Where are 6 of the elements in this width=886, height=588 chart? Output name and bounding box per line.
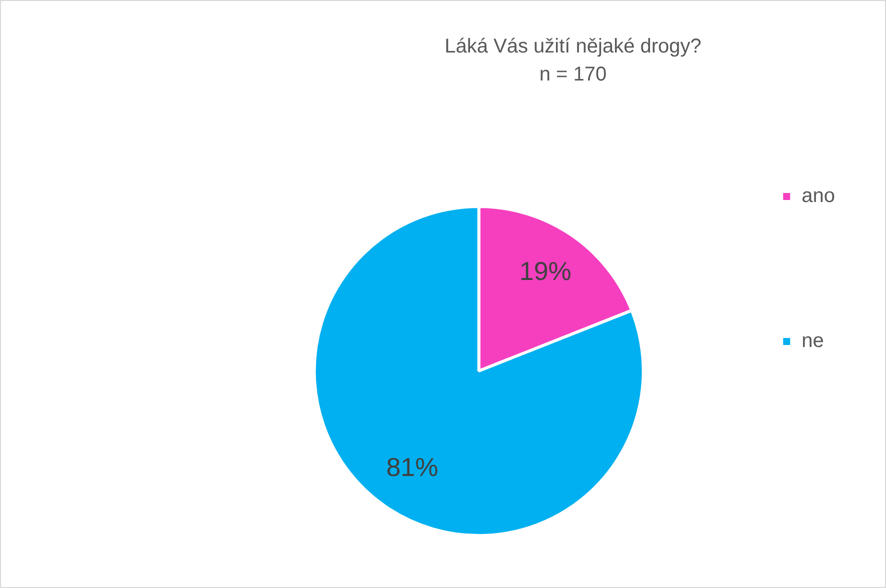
chart-subtitle: n = 170 [539, 64, 607, 86]
legend-label: ne [802, 330, 824, 352]
data-label: 19% [519, 256, 572, 286]
legend-label: ano [802, 185, 836, 208]
chart-title: Láká Vás užití nějaké drogy? [444, 36, 702, 58]
data-label: 81% [386, 452, 438, 482]
